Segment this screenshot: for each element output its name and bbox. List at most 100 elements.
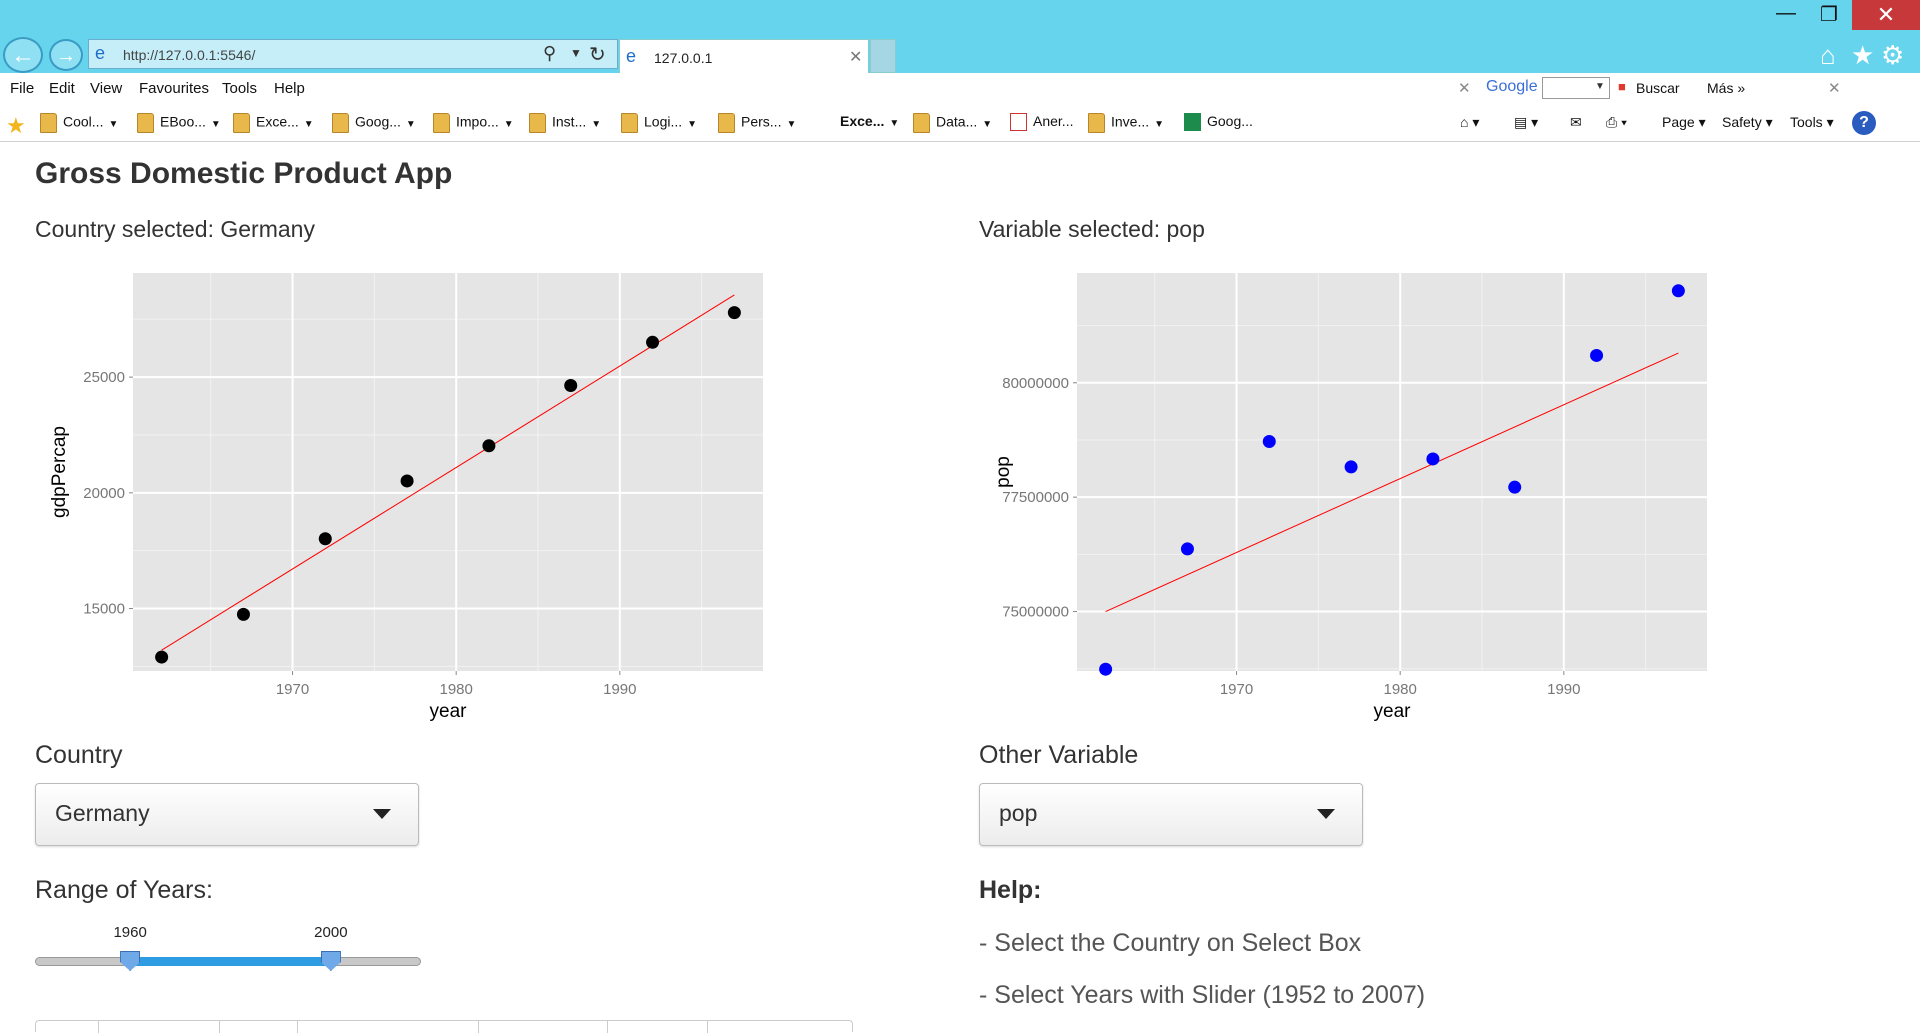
chevron-down-icon[interactable]: ▼ — [1595, 81, 1605, 92]
gear-icon[interactable]: ⚙ — [1881, 40, 1905, 70]
country-select[interactable]: Germany — [35, 783, 419, 846]
favourite-label: Exce... — [256, 113, 299, 130]
slider-max-label: 2000 — [314, 924, 348, 941]
favourite-item[interactable]: Logi... ▼ — [621, 113, 697, 135]
folder-icon — [40, 113, 57, 133]
refresh-icon[interactable]: ↻ — [589, 44, 606, 66]
home-icon[interactable]: ⌂ ▾ — [1460, 114, 1480, 130]
folder-icon — [529, 113, 546, 133]
y-tick-label: 75000000 — [1002, 604, 1069, 621]
favourite-item[interactable]: Inve... ▼ — [1088, 113, 1164, 135]
command-page[interactable]: Page ▾ — [1662, 114, 1706, 130]
favourite-label: Aner... — [1033, 113, 1074, 129]
print-icon[interactable]: ⎙ ▾ — [1606, 114, 1627, 130]
chevron-down-icon: ▼ — [405, 118, 416, 130]
data-point — [400, 474, 414, 488]
data-point — [236, 607, 250, 621]
slider-handle-min[interactable] — [120, 951, 141, 971]
other-variable-select-value: pop — [999, 800, 1038, 826]
folder-icon — [433, 113, 450, 133]
x-tick-label: 1990 — [1547, 681, 1580, 698]
google-logo: Google — [1486, 78, 1538, 95]
menu-tools[interactable]: Tools — [222, 80, 258, 97]
favourite-item[interactable]: Impo... ▼ — [433, 113, 514, 135]
favourite-item[interactable]: Goog... — [1184, 113, 1253, 135]
slider-min-label: 1960 — [113, 924, 147, 941]
favourite-item[interactable]: EBoo... ▼ — [137, 113, 221, 135]
favourite-item[interactable]: Data... ▼ — [913, 113, 992, 135]
x-axis-label: year — [1374, 701, 1412, 722]
help-line-country: - Select the Country on Select Box — [979, 929, 1362, 957]
browser-title-bar: ← → e http://127.0.0.1:5546/ ⚲ ▼ ↻ e 127… — [0, 0, 1920, 73]
data-point — [1426, 452, 1440, 466]
folder-icon — [718, 113, 735, 133]
favourites-bar: ★ Cool... ▼ EBoo... ▼ Exce... ▼ Goog... ▼ Impo..… — [0, 106, 1920, 142]
chevron-down-icon: ▼ — [889, 118, 900, 129]
back-button[interactable]: ← — [3, 37, 43, 73]
tab-title: 127.0.0.1 — [654, 50, 713, 66]
menu-edit[interactable]: Edit — [49, 80, 75, 97]
menu-view[interactable]: View — [90, 80, 123, 97]
country-select-value: Germany — [55, 800, 150, 826]
search-icon[interactable]: ⚲ — [543, 43, 557, 63]
home-icon[interactable]: ⌂ — [1820, 40, 1836, 70]
ie-logo-icon: e — [626, 46, 637, 66]
favourite-item[interactable]: Exce... ▼ — [840, 113, 899, 135]
menu-help[interactable]: Help — [274, 80, 305, 97]
chevron-down-icon[interactable]: ▼ — [570, 46, 582, 60]
mail-icon[interactable]: ✉ — [1570, 114, 1582, 130]
help-icon[interactable]: ? — [1852, 111, 1876, 135]
favourite-item[interactable]: Exce... ▼ — [233, 113, 314, 135]
menu-file[interactable]: File — [10, 80, 35, 97]
feed-icon[interactable]: ▤ ▾ — [1514, 114, 1539, 130]
years-range-slider[interactable]: 1960 2000 — [35, 920, 421, 980]
address-bar[interactable]: e http://127.0.0.1:5546/ ⚲ ▼ ↻ — [88, 39, 618, 69]
new-tab-button[interactable] — [870, 39, 896, 73]
other-variable-label: Other Variable — [979, 741, 1139, 769]
help-line-years: - Select Years with Slider (1952 to 2007… — [979, 981, 1426, 1009]
command-safety[interactable]: Safety ▾ — [1722, 114, 1773, 130]
variable-selected-text: Variable selected: pop — [979, 216, 1205, 242]
close-icon[interactable]: ✕ — [849, 49, 863, 66]
address-url[interactable]: http://127.0.0.1:5546/ — [123, 47, 256, 63]
forward-button[interactable]: → — [49, 39, 83, 71]
slider-handle-max[interactable] — [320, 951, 341, 971]
close-icon[interactable]: ✕ — [1828, 80, 1841, 97]
favourite-item[interactable]: Aner... — [1010, 113, 1073, 135]
tab-active[interactable]: e 127.0.0.1 ✕ — [619, 39, 869, 73]
more-button[interactable]: Más » — [1707, 80, 1746, 96]
data-point — [727, 306, 741, 320]
y-axis-label: pop — [993, 456, 1014, 488]
menu-favourites[interactable]: Favourites — [139, 80, 210, 97]
command-tools[interactable]: Tools ▾ — [1790, 114, 1834, 130]
close-icon[interactable]: ✕ — [1458, 80, 1471, 97]
favourite-item[interactable]: Cool... ▼ — [40, 113, 118, 135]
x-tick-label: 1990 — [603, 681, 636, 698]
country-label: Country — [35, 741, 123, 769]
favourites-star-icon[interactable]: ★ — [6, 113, 26, 138]
y-tick-label: 15000 — [83, 601, 125, 618]
favourite-item[interactable]: Goog... ▼ — [332, 113, 416, 135]
favourite-item[interactable]: Pers... ▼ — [718, 113, 796, 135]
data-point — [482, 439, 496, 453]
data-point — [155, 650, 169, 664]
data-point — [1508, 480, 1522, 494]
buscar-button[interactable]: Buscar — [1636, 80, 1680, 96]
window-close-icon[interactable]: ✕ — [1852, 0, 1920, 30]
minimize-icon[interactable]: — — [1776, 2, 1796, 24]
x-tick-label: 1980 — [439, 681, 472, 698]
data-point — [1671, 284, 1685, 298]
chevron-down-icon: ▼ — [591, 118, 602, 130]
folder-icon — [233, 113, 250, 133]
google-search-input[interactable]: ▼ — [1542, 77, 1610, 99]
y-tick-label: 25000 — [83, 369, 125, 386]
favourite-label: Logi... — [644, 113, 683, 130]
restore-icon[interactable]: ❐ — [1820, 4, 1838, 26]
star-icon[interactable]: ★ — [1851, 40, 1875, 70]
favourite-label: Exce... — [840, 113, 885, 129]
y-tick-label: 20000 — [83, 485, 125, 502]
favourite-label: Goog... — [1207, 113, 1253, 129]
favourite-label: Goog... — [355, 113, 401, 130]
other-variable-select[interactable]: pop — [979, 783, 1363, 846]
favourite-item[interactable]: Inst... ▼ — [529, 113, 601, 135]
